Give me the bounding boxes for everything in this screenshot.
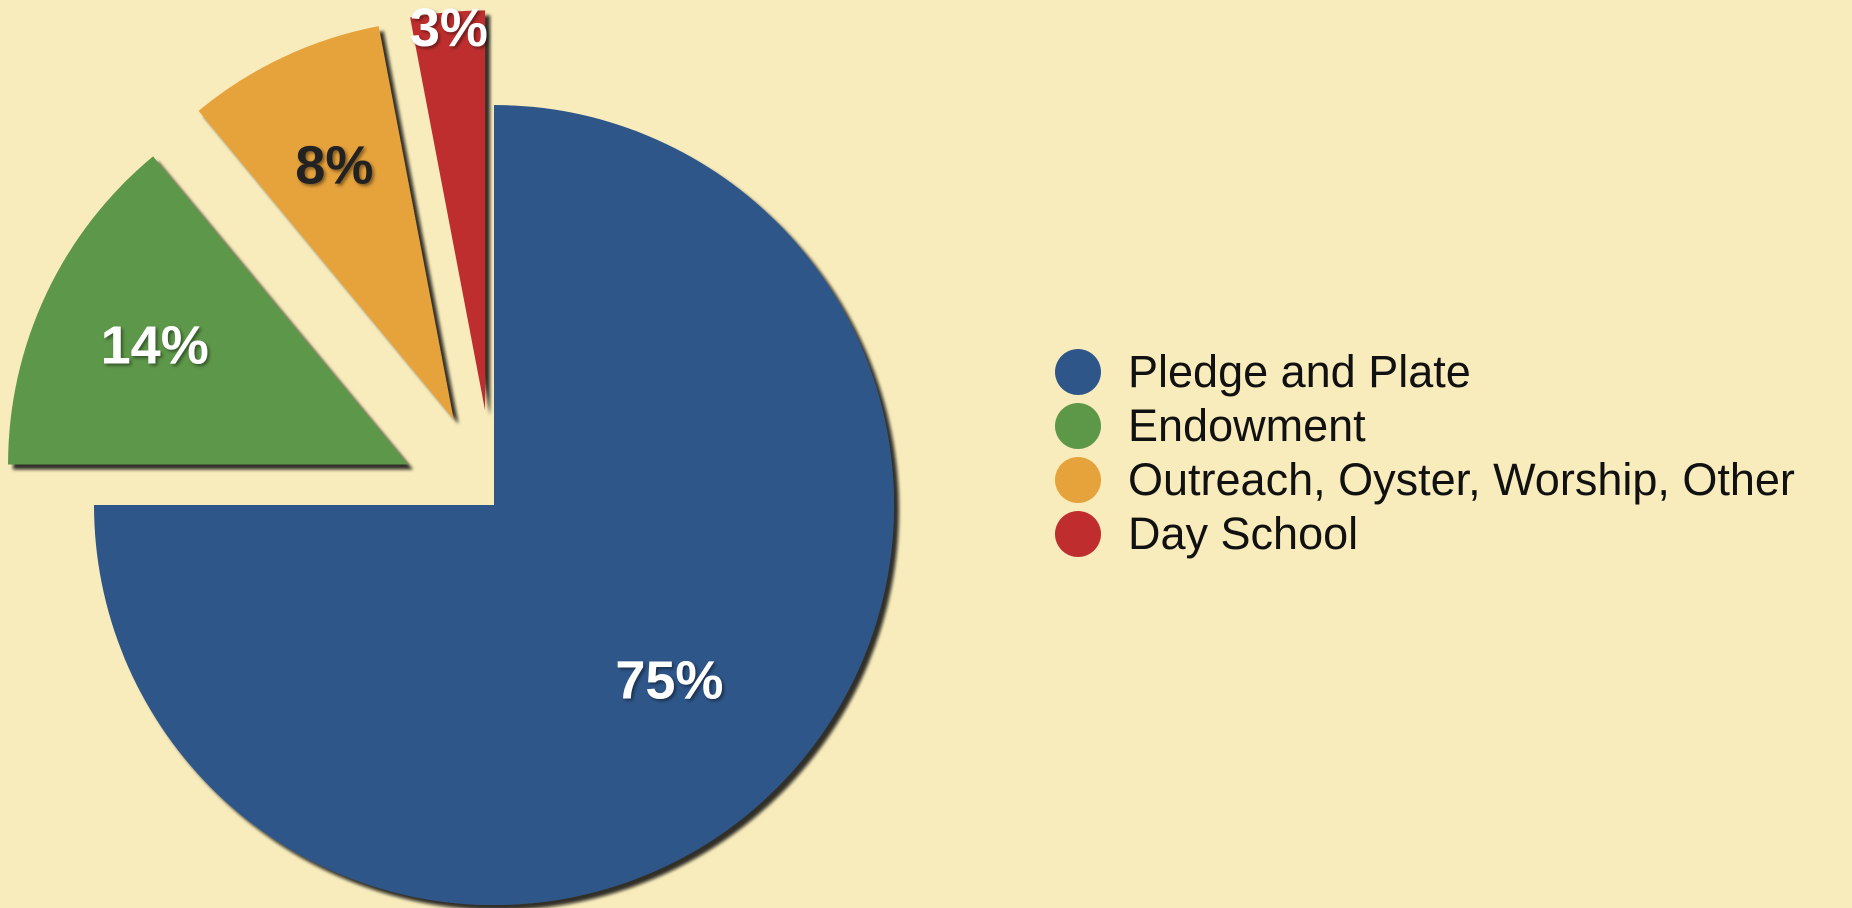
slice-value-label-day-school: 3% (410, 0, 488, 58)
slice-value-label-outreach-oyster-worship-other: 8% (295, 136, 373, 196)
legend-label: Day School (1128, 508, 1359, 559)
legend-swatch (1055, 349, 1101, 395)
pie-slices (8, 10, 894, 905)
legend-label: Endowment (1128, 400, 1366, 451)
legend-label: Pledge and Plate (1128, 346, 1471, 397)
pie-slice-day-school (410, 10, 486, 411)
chart-legend: Pledge and Plate Endowment Outreach, Oyste… (1055, 345, 1795, 561)
legend-item-pledge-and-plate: Pledge and Plate (1055, 345, 1795, 399)
legend-label: Outreach, Oyster, Worship, Other (1128, 454, 1795, 505)
slice-value-label-endowment: 14% (101, 315, 209, 375)
pie-value-labels: 75% 14% 8% 3% (101, 0, 724, 710)
pie-slice-endowment (8, 156, 409, 465)
legend-swatch (1055, 457, 1101, 503)
legend-item-outreach-oyster-worship-other: Outreach, Oyster, Worship, Other (1055, 453, 1795, 507)
pie-slice-outreach-oyster-worship-other (198, 26, 454, 420)
pie-slice-pledge-and-plate (94, 105, 894, 905)
legend-swatch (1055, 403, 1101, 449)
legend-swatch (1055, 511, 1101, 557)
slice-value-label-pledge-and-plate: 75% (615, 650, 723, 710)
legend-item-endowment: Endowment (1055, 399, 1795, 453)
legend-item-day-school: Day School (1055, 507, 1795, 561)
